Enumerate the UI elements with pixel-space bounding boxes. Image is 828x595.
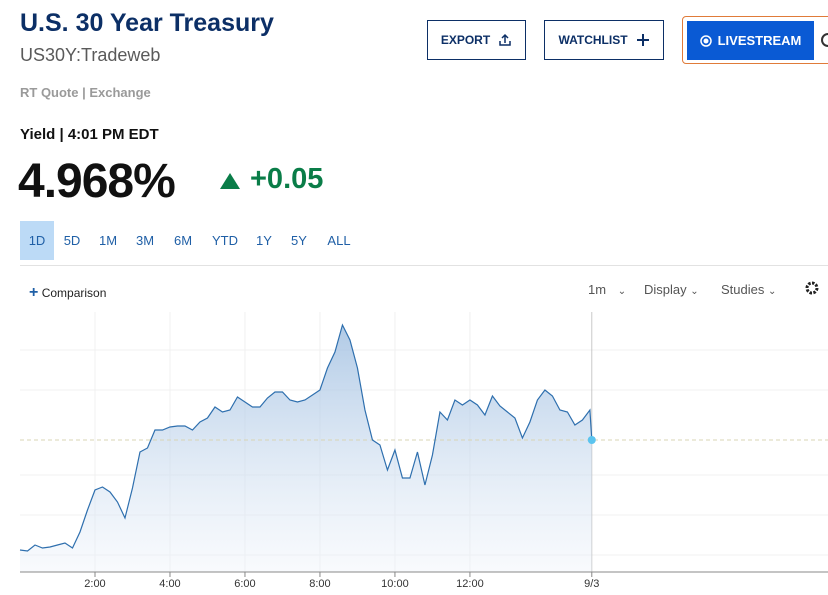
x-tick-label: 9/3 bbox=[584, 578, 599, 590]
price: 4.968% bbox=[18, 155, 176, 208]
export-button[interactable]: EXPORT bbox=[427, 20, 526, 60]
display-label: Display bbox=[644, 282, 687, 297]
plus: + bbox=[29, 284, 39, 301]
x-tick-label: 4:00 bbox=[159, 578, 180, 590]
quote-source: RT Quote | Exchange bbox=[20, 85, 151, 100]
separator bbox=[20, 265, 828, 266]
area-fill bbox=[20, 325, 592, 572]
range-button[interactable]: 6M bbox=[173, 233, 193, 248]
export-icon bbox=[499, 33, 511, 46]
range-button[interactable]: 3M bbox=[135, 233, 155, 248]
interval-label: 1m bbox=[588, 282, 607, 297]
button-label: EXPORT bbox=[440, 33, 491, 47]
symbol: US30Y:Tradeweb bbox=[20, 45, 161, 65]
partial-icon bbox=[821, 33, 828, 47]
last-point bbox=[587, 436, 596, 444]
studies-menu[interactable]: Studies ⌄ bbox=[721, 282, 777, 297]
x-tick-label: 10:00 bbox=[381, 578, 409, 590]
button-label: WATCHLIST bbox=[558, 33, 628, 47]
change: +0.05 bbox=[250, 163, 324, 195]
x-tick-label: 8:00 bbox=[309, 578, 330, 590]
quote-label: Yield | 4:01 PM EDT bbox=[20, 126, 159, 143]
range-button[interactable]: 5Y bbox=[291, 233, 307, 248]
range-button[interactable]: 1M bbox=[98, 233, 118, 248]
line bbox=[19, 323, 593, 552]
x-tick-label: 2:00 bbox=[84, 578, 105, 590]
comparison-label: Comparison bbox=[41, 286, 107, 300]
range-button[interactable]: ALL bbox=[327, 233, 351, 248]
up-arrow bbox=[220, 173, 240, 189]
studies-label: Studies bbox=[721, 282, 765, 297]
settings-icon[interactable] bbox=[804, 280, 828, 296]
title: U.S. 30 Year Treasury bbox=[20, 9, 274, 37]
interval-menu[interactable]: 1m ⌄ bbox=[588, 282, 627, 297]
watchlist-button[interactable]: WATCHLIST bbox=[544, 20, 664, 60]
range-button[interactable]: 1Y bbox=[256, 233, 272, 248]
x-tick-label: 6:00 bbox=[234, 578, 255, 590]
display-menu[interactable]: Display ⌄ bbox=[644, 282, 699, 297]
range-button[interactable]: YTD bbox=[212, 233, 238, 248]
range-button[interactable]: 1D bbox=[20, 221, 54, 260]
livestream-frame bbox=[682, 16, 828, 64]
button-label: LIVESTREAM bbox=[717, 33, 802, 48]
x-tick-label: 12:00 bbox=[456, 578, 484, 590]
live-icon bbox=[699, 34, 712, 47]
range-button[interactable]: 5D bbox=[63, 233, 81, 248]
plus-icon bbox=[636, 34, 649, 46]
comparison-button[interactable]: + Comparison bbox=[29, 284, 106, 302]
livestream-button[interactable]: LIVESTREAM bbox=[687, 21, 814, 60]
